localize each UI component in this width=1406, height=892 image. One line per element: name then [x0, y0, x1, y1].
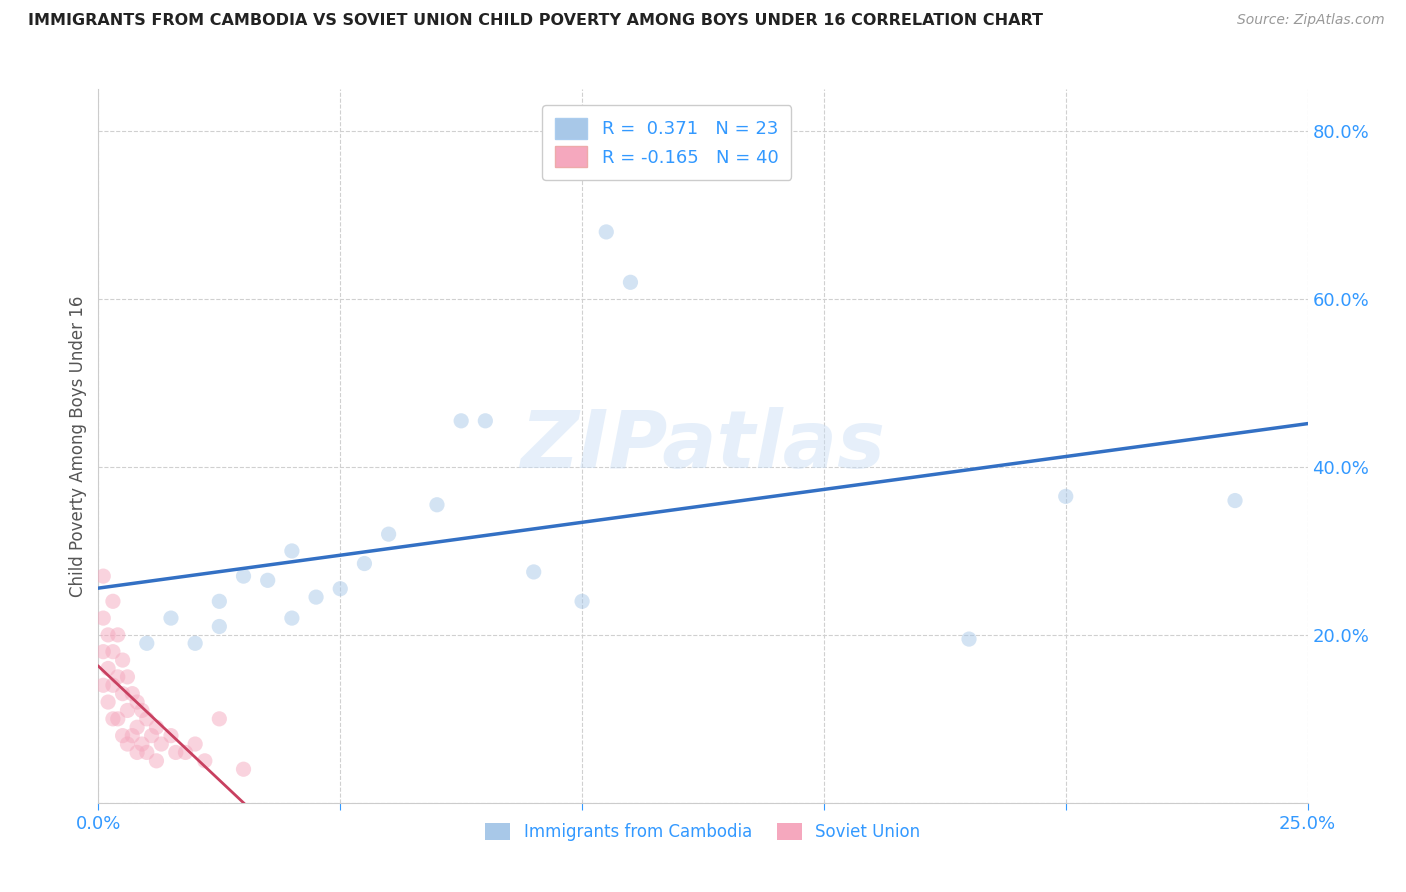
Point: [127, 695, 149, 709]
Point: [145, 754, 167, 768]
Point: [160, 729, 183, 743]
Point: [111, 653, 134, 667]
Point: [281, 611, 304, 625]
Text: Source: ZipAtlas.com: Source: ZipAtlas.com: [1237, 13, 1385, 28]
Point: [101, 594, 124, 608]
Point: [150, 737, 173, 751]
Point: [174, 746, 197, 760]
Point: [121, 687, 143, 701]
Point: [111, 729, 134, 743]
Point: [165, 746, 187, 760]
Point: [208, 594, 231, 608]
Point: [127, 720, 149, 734]
Point: [329, 582, 352, 596]
Point: [101, 712, 124, 726]
Point: [305, 590, 328, 604]
Point: [232, 569, 254, 583]
Point: [160, 611, 183, 625]
Point: [91, 569, 114, 583]
Point: [131, 703, 153, 717]
Point: [107, 628, 129, 642]
Text: IMMIGRANTS FROM CAMBODIA VS SOVIET UNION CHILD POVERTY AMONG BOYS UNDER 16 CORRE: IMMIGRANTS FROM CAMBODIA VS SOVIET UNION…: [28, 13, 1043, 29]
Point: [117, 737, 139, 751]
Point: [135, 712, 157, 726]
Point: [91, 611, 114, 625]
Point: [135, 746, 157, 760]
Point: [131, 737, 153, 751]
Point: [232, 762, 254, 776]
Point: [194, 754, 217, 768]
Point: [91, 678, 114, 692]
Point: [117, 703, 139, 717]
Point: [101, 645, 124, 659]
Point: [1223, 493, 1246, 508]
Point: [353, 557, 375, 571]
Point: [208, 619, 231, 633]
Point: [107, 712, 129, 726]
Point: [141, 729, 163, 743]
Point: [184, 737, 207, 751]
Point: [474, 414, 496, 428]
Point: [145, 720, 167, 734]
Point: [135, 636, 157, 650]
Point: [377, 527, 399, 541]
Point: [523, 565, 546, 579]
Point: [1054, 489, 1077, 503]
Point: [121, 729, 143, 743]
Point: [127, 746, 149, 760]
Legend: Immigrants from Cambodia, Soviet Union: Immigrants from Cambodia, Soviet Union: [479, 816, 927, 848]
Point: [101, 678, 124, 692]
Point: [97, 695, 120, 709]
Point: [571, 594, 593, 608]
Point: [208, 712, 231, 726]
Point: [91, 645, 114, 659]
Point: [117, 670, 139, 684]
Point: [111, 687, 134, 701]
Point: [426, 498, 449, 512]
Text: ZIPatlas: ZIPatlas: [520, 407, 886, 485]
Point: [595, 225, 617, 239]
Point: [256, 574, 278, 588]
Point: [97, 628, 120, 642]
Point: [107, 670, 129, 684]
Point: [450, 414, 472, 428]
Point: [281, 544, 304, 558]
Point: [97, 661, 120, 675]
Point: [619, 275, 641, 289]
Point: [957, 632, 980, 646]
Y-axis label: Child Poverty Among Boys Under 16: Child Poverty Among Boys Under 16: [69, 295, 87, 597]
Point: [184, 636, 207, 650]
